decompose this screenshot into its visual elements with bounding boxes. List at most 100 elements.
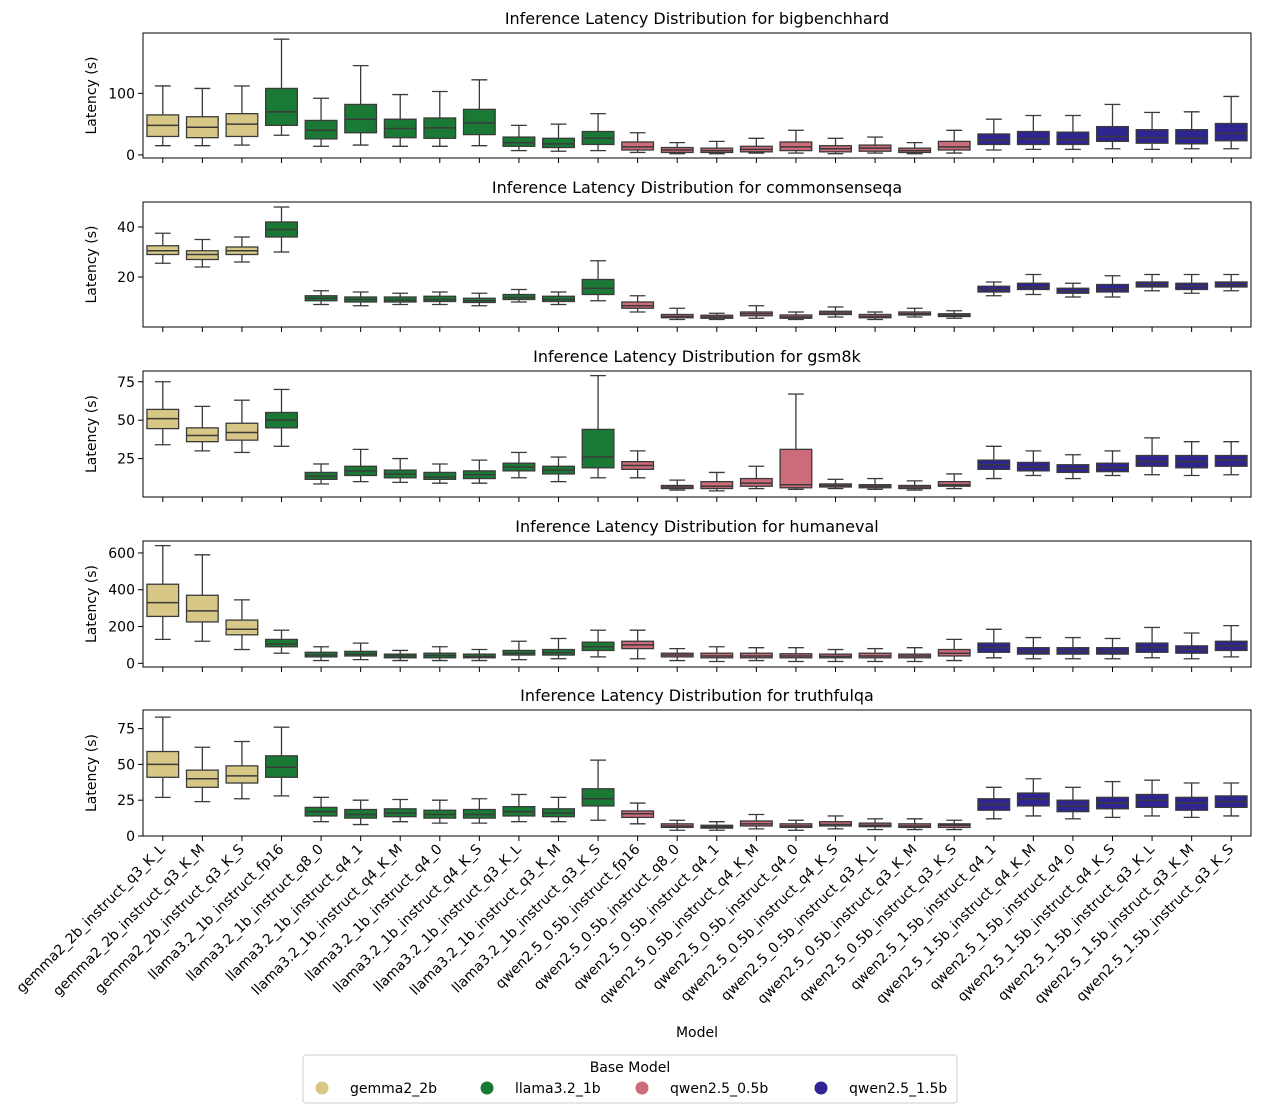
axes-frame (142, 201, 1252, 328)
legend: Base Model gemma2_2b llama3.2_1b qwen2.5_0… (302, 1054, 958, 1104)
y-axis-label: Latency (s) (84, 225, 100, 303)
legend-label: qwen2.5_0.5b (670, 1081, 768, 1097)
box-iqr (185, 594, 219, 623)
box-qwen2.5_0.5b_instruct_q4_0 (779, 819, 813, 831)
box-qwen2.5_0.5b_instruct_fp16 (621, 629, 655, 660)
box-iqr (225, 619, 259, 636)
box-gemma2_2b_instruct_q3_K_L (146, 716, 180, 798)
box-qwen2.5_0.5b_instruct_q4_K_M (739, 647, 773, 662)
panel-title: Inference Latency Distribution for human… (515, 517, 879, 536)
box-gemma2_2b_instruct_q3_K_M (185, 87, 219, 147)
panel-title: Inference Latency Distribution for commo… (492, 178, 902, 197)
y-tick-label: 25 (117, 793, 135, 809)
box-qwen2.5_0.5b_instruct_q4_1 (700, 821, 734, 831)
legend-title: Base Model (590, 1060, 671, 1076)
box-qwen2.5_1.5b_instruct_q4_K_S (1096, 275, 1129, 298)
panel: Inference Latency Distribution for truth… (84, 686, 1252, 845)
box-qwen2.5_1.5b_instruct_q4_K_M (1016, 114, 1050, 151)
box-iqr (1214, 122, 1248, 142)
legend-marker (635, 1081, 649, 1095)
box-iqr (225, 422, 259, 441)
box-qwen2.5_0.5b_instruct_fp16 (621, 295, 655, 313)
box-qwen2.5_0.5b_instruct_q4_0 (779, 311, 813, 321)
box-llama3.2_1b_instruct_q4_K_M (383, 292, 417, 306)
box-llama3.2_1b_instruct_q3_K_S (581, 759, 615, 821)
box-llama3.2_1b_instruct_q3_K_M (542, 291, 575, 306)
legend-item-qwen2.5_1.5b: qwen2.5_1.5b (814, 1081, 947, 1097)
y-tick-label: 75 (117, 375, 135, 391)
box-qwen2.5_1.5b_instruct_q3_K_M (1175, 632, 1209, 660)
box-llama3.2_1b_instruct_q3_K_L (502, 288, 536, 303)
box-qwen2.5_1.5b_instruct_q3_K_S (1214, 95, 1248, 150)
box-iqr (1135, 454, 1169, 467)
box-qwen2.5_0.5b_instruct_q3_K_L (858, 818, 892, 831)
box-qwen2.5_0.5b_instruct_q4_K_M (739, 137, 773, 154)
box-gemma2_2b_instruct_q3_K_M (185, 554, 219, 642)
box-gemma2_2b_instruct_q3_K_L (146, 85, 180, 147)
axes-frame (142, 370, 1252, 498)
box-llama3.2_1b_instruct_q4_K_M (383, 457, 417, 484)
box-llama3.2_1b_instruct_q4_1 (344, 642, 378, 661)
box-qwen2.5_1.5b_instruct_q3_K_S (1214, 441, 1248, 476)
box-gemma2_2b_instruct_q3_K_S (225, 599, 259, 651)
box-iqr (1096, 125, 1129, 143)
box-qwen2.5_0.5b_instruct_q8_0 (660, 819, 694, 831)
box-qwen2.5_0.5b_instruct_q3_K_M (898, 818, 932, 831)
box-qwen2.5_0.5b_instruct_q8_0 (660, 647, 694, 662)
box-llama3.2_1b_instruct_q4_K_S (462, 292, 496, 307)
box-qwen2.5_1.5b_instruct_q4_1 (977, 445, 1011, 480)
box-llama3.2_1b_instruct_q8_0 (304, 646, 338, 662)
box-iqr (1135, 129, 1169, 144)
box-llama3.2_1b_instruct_q4_K_S (462, 798, 496, 824)
box-gemma2_2b_instruct_q3_K_M (185, 405, 219, 452)
box-qwen2.5_1.5b_instruct_q3_K_L (1135, 626, 1169, 659)
box-llama3.2_1b_instruct_q4_K_S (462, 79, 496, 147)
box-llama3.2_1b_instruct_q4_1 (344, 448, 378, 483)
legend-marker (814, 1081, 828, 1095)
box-qwen2.5_1.5b_instruct_q4_1 (977, 118, 1011, 151)
box-qwen2.5_0.5b_instruct_q4_1 (700, 646, 734, 663)
box-iqr (581, 788, 615, 807)
box-iqr (581, 278, 615, 296)
box-qwen2.5_0.5b_instruct_q4_K_M (739, 305, 773, 319)
box-llama3.2_1b_instruct_q8_0 (304, 463, 338, 485)
box-qwen2.5_0.5b_instruct_q3_K_M (898, 307, 932, 318)
box-qwen2.5_1.5b_instruct_q3_K_M (1175, 441, 1209, 477)
box-iqr (462, 108, 496, 136)
panel: Inference Latency Distribution for human… (84, 517, 1252, 672)
y-tick-label: 0 (126, 829, 135, 845)
x-tick-label: qwen2.5_0.5b_instruct_fp16 (493, 841, 644, 992)
box-qwen2.5_1.5b_instruct_q3_K_M (1175, 782, 1209, 819)
legend-label: gemma2_2b (350, 1081, 437, 1097)
box-gemma2_2b_instruct_q3_K_S (225, 740, 259, 800)
box-qwen2.5_0.5b_instruct_q3_K_L (858, 647, 892, 663)
box-iqr (185, 427, 219, 443)
box-qwen2.5_1.5b_instruct_q4_0 (1056, 454, 1090, 480)
y-tick-label: 50 (117, 757, 135, 773)
box-qwen2.5_0.5b_instruct_q4_1 (700, 312, 734, 321)
box-qwen2.5_0.5b_instruct_q3_K_S (937, 473, 971, 490)
box-qwen2.5_0.5b_instruct_q3_K_M (898, 141, 932, 155)
box-qwen2.5_0.5b_instruct_q4_K_M (739, 813, 773, 830)
legend-item-gemma2_2b: gemma2_2b (315, 1081, 437, 1097)
box-qwen2.5_1.5b_instruct_q3_K_S (1214, 624, 1248, 658)
box-gemma2_2b_instruct_q3_K_S (225, 85, 259, 146)
box-qwen2.5_1.5b_instruct_q4_0 (1056, 636, 1090, 660)
box-llama3.2_1b_instruct_q8_0 (304, 97, 338, 147)
y-axis-label: Latency (s) (84, 565, 100, 643)
box-llama3.2_1b_instruct_q3_K_M (542, 456, 575, 483)
box-qwen2.5_1.5b_instruct_q4_1 (977, 786, 1011, 820)
box-qwen2.5_0.5b_instruct_q8_0 (660, 479, 694, 491)
box-qwen2.5_0.5b_instruct_q3_K_M (898, 480, 932, 491)
legend-frame (302, 1054, 958, 1104)
box-qwen2.5_0.5b_instruct_fp16 (621, 450, 655, 479)
x-axis-label: Model (676, 1025, 718, 1041)
panel-title: Inference Latency Distribution for truth… (520, 686, 874, 705)
box-iqr (146, 583, 180, 618)
box-llama3.2_1b_instruct_q3_K_M (542, 796, 575, 823)
box-llama3.2_1b_instruct_q3_K_S (581, 113, 615, 152)
box-gemma2_2b_instruct_q3_K_L (146, 381, 180, 446)
box-llama3.2_1b_instruct_q4_K_S (462, 648, 496, 662)
box-iqr (1016, 130, 1050, 146)
